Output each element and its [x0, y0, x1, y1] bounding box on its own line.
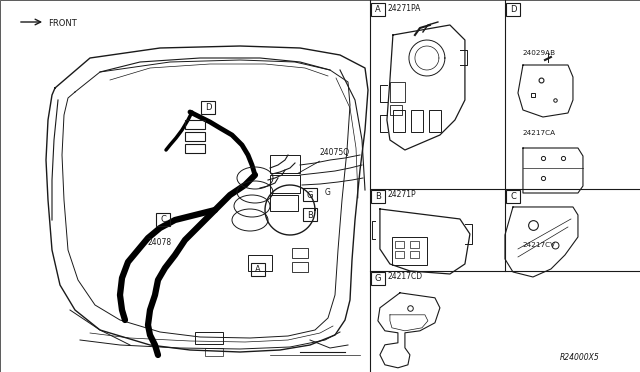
Bar	[185, 132, 205, 141]
Text: R24000X5: R24000X5	[560, 353, 600, 362]
Text: B: B	[307, 211, 313, 219]
Bar	[371, 3, 385, 16]
Bar	[429, 110, 441, 132]
Bar	[185, 144, 205, 153]
Bar	[410, 251, 419, 258]
Bar	[201, 101, 215, 114]
Bar	[370, 0, 640, 372]
Text: 24217CD: 24217CD	[388, 272, 423, 281]
Bar	[395, 251, 404, 258]
Text: A: A	[375, 6, 381, 15]
Bar	[371, 190, 385, 203]
Text: 24075Q: 24075Q	[298, 148, 350, 174]
Bar	[292, 262, 308, 272]
Bar	[195, 332, 223, 344]
Text: D: D	[509, 6, 516, 15]
Bar	[371, 272, 385, 285]
Bar	[156, 213, 170, 226]
Text: 24078: 24078	[148, 238, 172, 247]
Text: 24217CV: 24217CV	[523, 242, 556, 248]
Bar	[270, 175, 300, 193]
Text: 24271PA: 24271PA	[388, 4, 421, 13]
Bar	[506, 190, 520, 203]
Text: B: B	[375, 192, 381, 202]
Bar	[0, 0, 370, 372]
Bar	[506, 3, 520, 16]
Bar	[390, 82, 405, 102]
Bar	[303, 208, 317, 221]
Text: FRONT: FRONT	[48, 19, 77, 28]
Text: C: C	[510, 192, 516, 202]
Bar	[390, 105, 402, 115]
Bar	[292, 248, 308, 258]
Bar	[303, 188, 317, 201]
Text: G: G	[325, 188, 331, 197]
Text: 24029AB: 24029AB	[523, 50, 556, 56]
Text: 24217CA: 24217CA	[523, 130, 556, 136]
Text: C: C	[160, 215, 166, 224]
Bar	[392, 237, 427, 265]
Text: 24271P: 24271P	[388, 190, 417, 199]
Bar	[411, 110, 423, 132]
Bar	[248, 255, 272, 271]
Text: G: G	[374, 274, 381, 283]
Bar	[393, 110, 405, 132]
Bar	[270, 195, 298, 211]
Bar	[251, 263, 265, 276]
Bar	[185, 120, 205, 129]
Bar	[205, 348, 223, 356]
Text: D: D	[205, 103, 211, 112]
Bar	[270, 155, 300, 173]
Text: A: A	[255, 266, 261, 275]
Text: G: G	[307, 190, 313, 199]
Bar	[395, 241, 404, 248]
Bar	[410, 241, 419, 248]
